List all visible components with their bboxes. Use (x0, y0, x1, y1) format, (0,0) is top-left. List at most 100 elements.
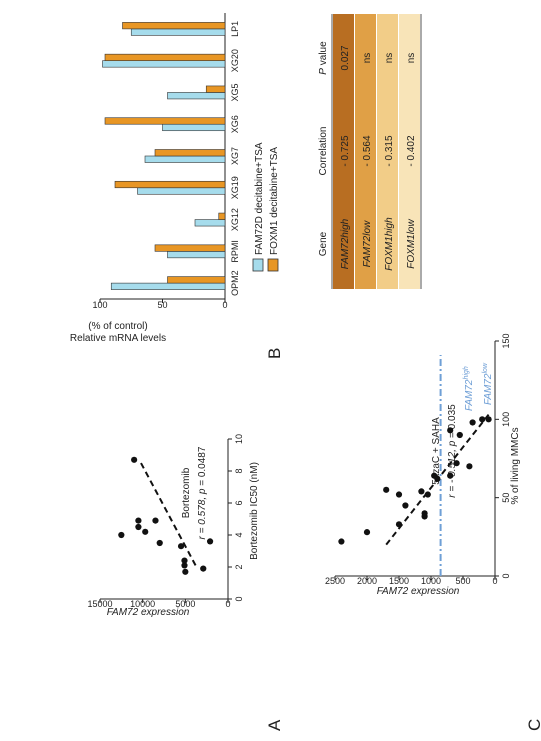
x-tick-label: 6 (234, 500, 244, 505)
table-header-pvalue: P value (318, 41, 329, 75)
bar (162, 123, 226, 132)
y-tick-label: 10000 (130, 599, 155, 609)
data-point (142, 528, 149, 535)
y-tick-label: 5000 (175, 599, 195, 609)
table-cell-correlation: - 0.725 (340, 135, 351, 167)
panel-c-p-symbol: p (447, 440, 458, 447)
bar (144, 155, 226, 163)
x-tick-label: 150 (501, 333, 511, 348)
data-point (181, 557, 188, 564)
bar (110, 282, 226, 290)
data-point (200, 565, 207, 572)
panel-a-p-symbol: p (197, 488, 208, 495)
table-cell-gene: FOXM1high (384, 217, 395, 271)
panel-c-letter: C (525, 719, 541, 731)
bar (102, 60, 226, 68)
table-row (355, 14, 376, 289)
table-cell-correlation: - 0.402 (406, 135, 417, 167)
panel-a: A FAM72 expression Bortezomib IC50 (nM) … (87, 434, 284, 731)
y-tick-label: 2500 (325, 576, 345, 586)
y-tick-label: 15000 (87, 599, 112, 609)
bar (130, 28, 226, 36)
panel-a-ylabel: FAM72 expression (107, 607, 190, 618)
panel-b-ylabel-line2: (% of control) (88, 321, 147, 332)
data-point (152, 517, 159, 524)
x-tick-label: 2 (234, 564, 244, 569)
threshold-low-main: FAM72 (483, 373, 494, 405)
y-tick-label: 0 (225, 599, 230, 609)
table-cell-pvalue: 0.027 (340, 45, 351, 70)
bar (154, 244, 226, 252)
table-header-p-rest: value (318, 41, 329, 68)
data-point (383, 486, 390, 493)
y-tick-label: 0 (222, 300, 227, 310)
table-header-row (312, 14, 332, 289)
x-tick-label: RPMI (230, 240, 240, 263)
data-point (182, 568, 189, 575)
legend-swatch-foxm1 (267, 258, 279, 272)
x-tick-label: 8 (234, 468, 244, 473)
data-point (135, 517, 142, 524)
panel-c-title: 5azaC + SAHA (431, 417, 442, 485)
x-tick-label: 4 (234, 532, 244, 537)
table-row (399, 14, 420, 289)
panel-b-letter: B (265, 348, 284, 359)
table-cell-pvalue: ns (362, 53, 373, 64)
panel-a-r-text: r = 0.578, (197, 494, 208, 539)
bar (122, 22, 226, 30)
y-tick-label: 1000 (421, 576, 441, 586)
y-tick-label: 100 (92, 300, 107, 310)
x-tick-label: 50 (501, 493, 511, 503)
bar (194, 219, 226, 227)
y-tick-label: 1500 (389, 576, 409, 586)
data-point (181, 562, 188, 569)
table-cell-correlation: - 0.315 (384, 135, 395, 167)
x-tick-label: XG12 (230, 208, 240, 231)
data-point (447, 472, 454, 479)
panel-c-r-text: r = - 0.512, (447, 446, 458, 497)
legend-swatch-fam72d (252, 258, 264, 272)
panel-a-plot: 0 2 4 6 8 10 0 5000 10000 15000 (87, 434, 244, 609)
bar (154, 149, 226, 157)
bar (114, 180, 226, 189)
panel-b: B Relative mRNA levels (% of control) FA… (70, 13, 284, 359)
y-tick-label: 0 (492, 576, 497, 586)
y-tick-label: 500 (455, 576, 470, 586)
panel-c: C FAM72 expression % of living MMCs 5aza… (325, 333, 541, 731)
data-point (456, 431, 463, 439)
panel-a-xlabel: Bortezomib IC50 (nM) (249, 462, 260, 560)
data-point (466, 463, 473, 470)
threshold-high-main: FAM72 (464, 379, 475, 411)
data-point (402, 502, 409, 509)
bar (167, 251, 226, 259)
panel-c-xlabel: % of living MMCs (510, 427, 521, 504)
data-point (177, 543, 185, 550)
panel-b-legend: FAM72D decitabine+TSA FOXM1 decitabine+T… (252, 142, 280, 272)
bar (104, 117, 226, 125)
bar (104, 53, 226, 61)
panel-a-letter: A (265, 719, 284, 731)
data-point (431, 472, 438, 479)
data-point (421, 513, 428, 520)
data-point (135, 523, 142, 531)
data-point (447, 427, 454, 434)
threshold-low-sup: low (482, 362, 489, 373)
panel-a-title: Bortezomib (181, 467, 192, 518)
bar (167, 276, 226, 284)
panel-a-p-value: = 0.0487 (197, 446, 208, 488)
data-point (131, 456, 138, 463)
table-cell-correlation: - 0.564 (362, 135, 373, 167)
panel-b-ylabel-line1: Relative mRNA levels (70, 333, 166, 344)
data-point (469, 419, 476, 426)
bar (137, 187, 226, 195)
table-cell-gene: FOXM1low (406, 218, 417, 268)
data-point (453, 460, 460, 467)
data-point (156, 539, 163, 547)
data-point (338, 538, 345, 545)
table-header-p-italic: P (318, 68, 329, 75)
data-point (206, 538, 214, 545)
bar (218, 212, 226, 220)
x-tick-label: XG6 (230, 115, 240, 133)
